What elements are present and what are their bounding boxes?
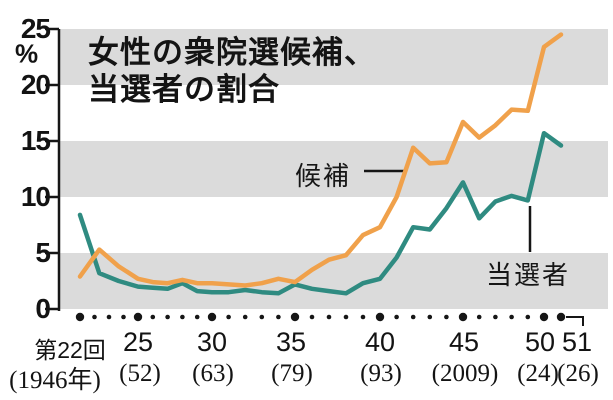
x-tick-year-label: (52)	[119, 360, 161, 387]
x-axis-minor-dot	[180, 314, 185, 320]
y-axis-unit-label: %	[15, 38, 39, 69]
winners-line	[77, 130, 564, 296]
x-axis-major-dot	[375, 312, 385, 322]
x-axis-minor-dot	[493, 314, 498, 320]
x-tick-election-label: 25	[122, 327, 154, 357]
x-axis-major-dot	[75, 312, 85, 322]
x-axis-minor-dot	[92, 314, 97, 320]
candidates-line	[77, 32, 564, 288]
x-axis-minor-dot	[343, 314, 349, 320]
y-tick-label-5: 5	[35, 237, 51, 268]
grid-band	[60, 141, 608, 197]
grid-band	[60, 29, 608, 85]
series-label-winners: 当選者	[486, 260, 571, 290]
x-axis-minor-dot	[476, 314, 482, 320]
x-tick-election-label: 51	[561, 327, 593, 357]
x-axis-minor-dot	[276, 314, 281, 320]
x-axis-minor-dot	[444, 314, 449, 320]
y-tick-label-0: 0	[35, 293, 51, 324]
x-axis-minor-dot	[194, 314, 200, 320]
x-axis-minor-dot	[150, 314, 156, 320]
chart-title: 女性の衆院選候補、 当選者の割合	[88, 34, 376, 108]
x-tick-year-label: (79)	[271, 360, 313, 387]
x-tick-election-label: 40	[364, 327, 396, 357]
series-label-candidates: 候補	[295, 161, 352, 191]
x-axis-minor-dot	[165, 314, 170, 320]
x-tick-election-label: 第22回	[34, 337, 106, 363]
x-axis-minor-dot	[226, 314, 231, 320]
x-axis-minor-dot	[410, 314, 416, 320]
x-axis-major-dot	[458, 312, 468, 322]
x-tick-election-label: 35	[275, 327, 307, 357]
x-axis-minor-dot	[427, 314, 433, 320]
x-tick-year-label: (63)	[192, 360, 234, 387]
x-tick-year-label: (24)	[517, 360, 559, 387]
y-tick-label-25: 25	[20, 13, 51, 44]
x-axis-minor-dot	[360, 314, 366, 320]
x-axis-minor-dot	[106, 314, 112, 320]
x-axis-major-dot	[556, 312, 566, 322]
label-51-connector	[566, 316, 584, 326]
y-tick-label-10: 10	[20, 181, 51, 212]
x-axis-major-dot	[133, 312, 143, 322]
x-axis-minor-dot	[309, 314, 315, 320]
x-axis-minor-dot	[509, 314, 514, 320]
x-axis-minor-dot	[326, 314, 332, 320]
x-tick-year-label: (93)	[360, 360, 402, 387]
x-tick-year-label: (26)	[557, 360, 599, 387]
x-tick-year-label: (2009)	[431, 360, 499, 387]
x-axis-minor-dot	[242, 314, 248, 320]
chart-title-line1: 女性の衆院選候補、	[88, 35, 376, 70]
x-tick-election-label: 50	[524, 327, 556, 357]
x-tick-election-label: 30	[196, 327, 228, 357]
x-axis-minor-dot	[121, 314, 126, 320]
x-axis-minor-dot	[525, 314, 531, 320]
x-axis-major-dot	[539, 312, 549, 322]
x-axis-major-dot	[290, 312, 300, 322]
x-tick-year-label: (1946年)	[9, 367, 101, 394]
x-tick-election-label: 45	[448, 327, 480, 357]
y-tick-label-20: 20	[20, 69, 51, 100]
y-tick-label-15: 15	[20, 125, 51, 156]
x-axis-minor-dot	[259, 314, 265, 320]
chart-title-line2: 当選者の割合	[88, 72, 280, 107]
x-axis-major-dot	[207, 312, 217, 322]
x-axis-minor-dot	[394, 314, 399, 320]
